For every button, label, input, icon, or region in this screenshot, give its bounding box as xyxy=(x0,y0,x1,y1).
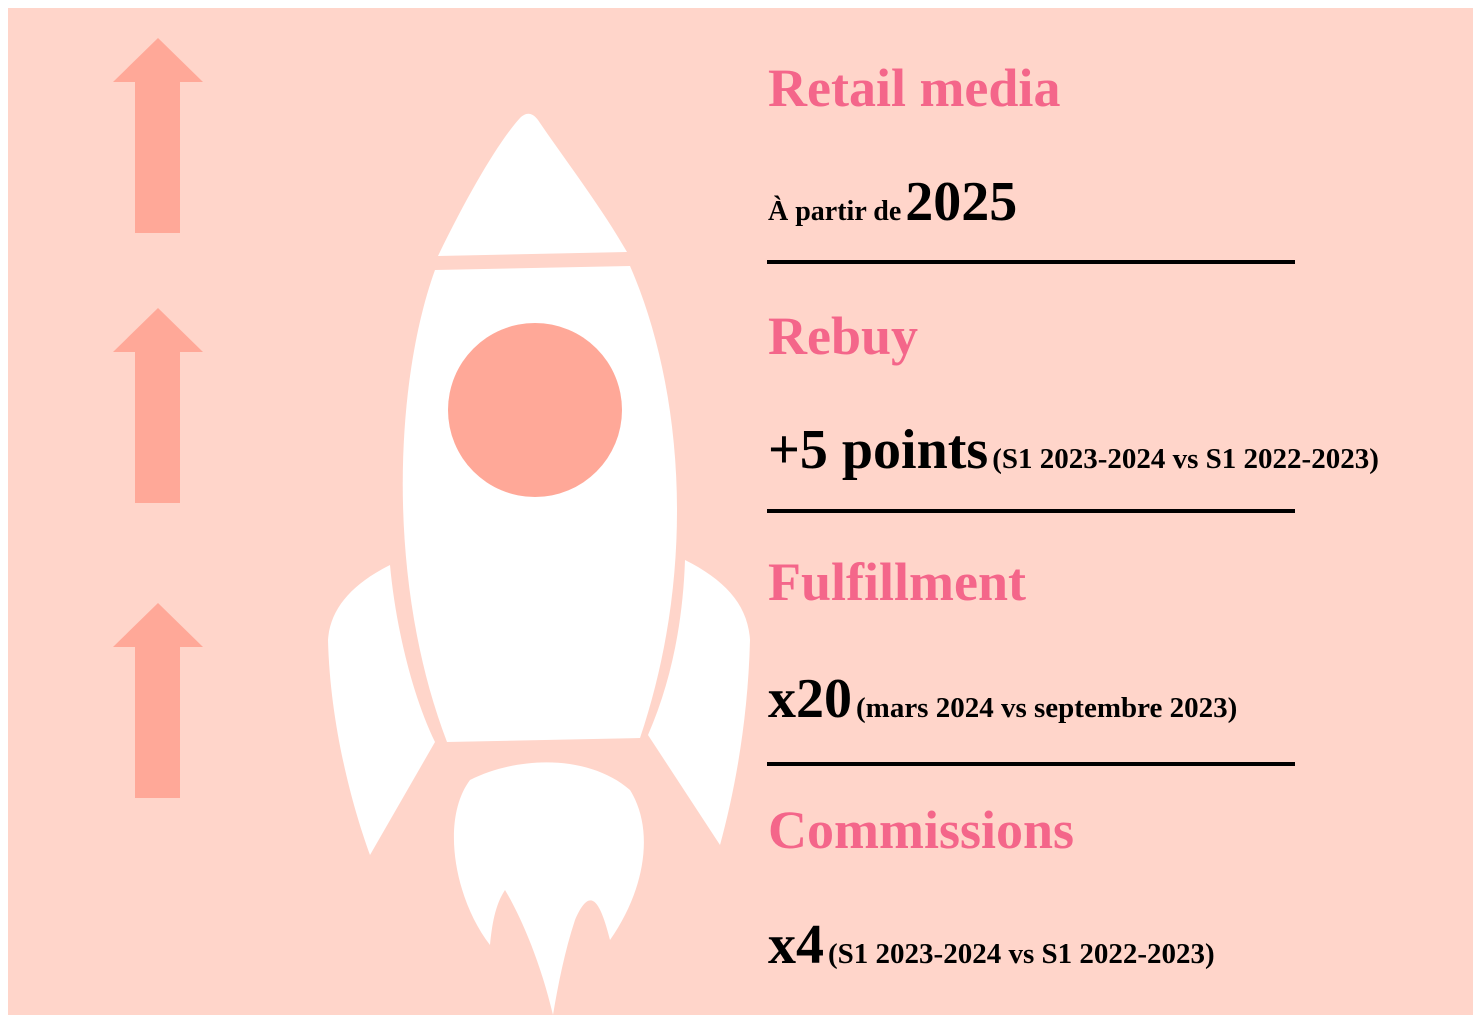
section-value: +5 points xyxy=(768,419,988,481)
section-title: Rebuy xyxy=(768,306,918,366)
section-note: (mars 2024 vs septembre 2023) xyxy=(856,692,1237,724)
section-title: Retail media xyxy=(768,58,1060,118)
divider xyxy=(767,509,1295,513)
rocket-window xyxy=(448,323,622,497)
section-title: Fulfillment xyxy=(768,552,1026,612)
section-title: Commissions xyxy=(768,800,1074,860)
section-value: x4 xyxy=(768,914,824,976)
section-note: (S1 2023-2024 vs S1 2022-2023) xyxy=(828,938,1215,970)
section-value: 2025 xyxy=(905,171,1017,233)
section-prefix: À partir de xyxy=(768,196,901,227)
infographic: Retail media À partir de 2025 Rebuy +5 p… xyxy=(0,0,1473,1017)
section-note: (S1 2023-2024 vs S1 2022-2023) xyxy=(992,443,1379,475)
divider xyxy=(767,762,1295,766)
section-value: x20 xyxy=(768,668,852,730)
divider xyxy=(767,260,1295,264)
